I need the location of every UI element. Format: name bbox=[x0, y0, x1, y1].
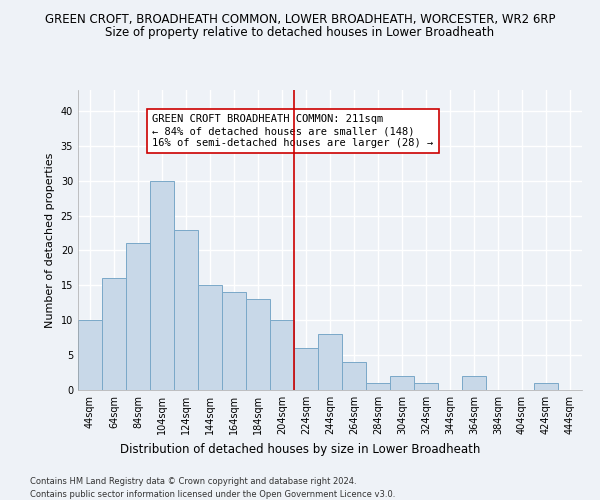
Bar bbox=[126, 244, 150, 390]
Text: Distribution of detached houses by size in Lower Broadheath: Distribution of detached houses by size … bbox=[120, 442, 480, 456]
Text: Contains HM Land Registry data © Crown copyright and database right 2024.: Contains HM Land Registry data © Crown c… bbox=[30, 478, 356, 486]
Text: Size of property relative to detached houses in Lower Broadheath: Size of property relative to detached ho… bbox=[106, 26, 494, 39]
Bar bbox=[150, 180, 174, 390]
Bar bbox=[318, 334, 342, 390]
Bar bbox=[414, 383, 438, 390]
Text: GREEN CROFT, BROADHEATH COMMON, LOWER BROADHEATH, WORCESTER, WR2 6RP: GREEN CROFT, BROADHEATH COMMON, LOWER BR… bbox=[45, 12, 555, 26]
Bar bbox=[390, 376, 414, 390]
Bar bbox=[294, 348, 318, 390]
Bar bbox=[198, 286, 222, 390]
Text: Contains public sector information licensed under the Open Government Licence v3: Contains public sector information licen… bbox=[30, 490, 395, 499]
Bar bbox=[102, 278, 126, 390]
Bar bbox=[78, 320, 102, 390]
Y-axis label: Number of detached properties: Number of detached properties bbox=[45, 152, 55, 328]
Bar bbox=[366, 383, 390, 390]
Bar bbox=[462, 376, 486, 390]
Bar bbox=[246, 300, 270, 390]
Bar bbox=[222, 292, 246, 390]
Bar bbox=[174, 230, 198, 390]
Bar bbox=[342, 362, 366, 390]
Bar bbox=[270, 320, 294, 390]
Text: GREEN CROFT BROADHEATH COMMON: 211sqm
← 84% of detached houses are smaller (148): GREEN CROFT BROADHEATH COMMON: 211sqm ← … bbox=[152, 114, 434, 148]
Bar bbox=[534, 383, 558, 390]
